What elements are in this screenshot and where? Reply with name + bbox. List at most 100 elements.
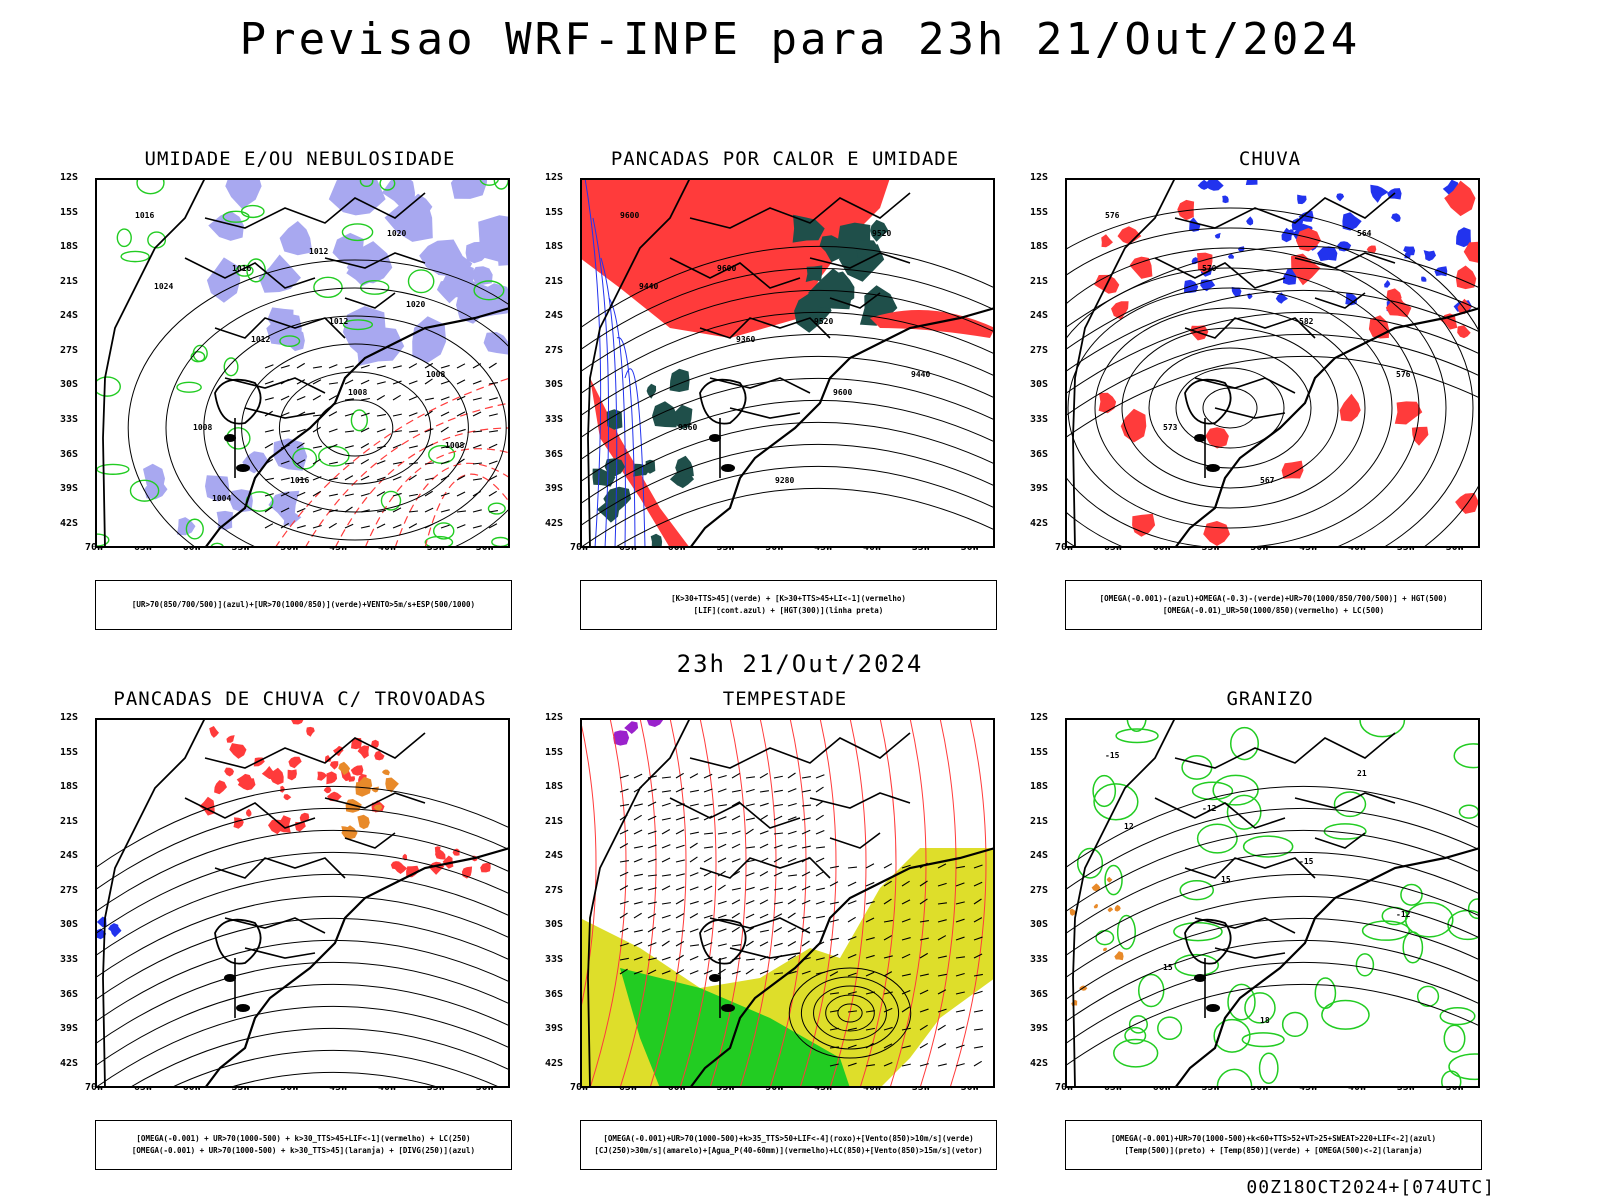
state-border — [204, 732, 426, 769]
wind-vector — [829, 881, 839, 887]
contour-label: -15 — [1299, 857, 1314, 866]
latitude-label: 42S — [1030, 517, 1049, 529]
wind-arrow — [312, 490, 321, 497]
wind-arrow — [392, 430, 402, 433]
lc-850-line — [949, 718, 987, 1088]
humidity-low-contour — [235, 264, 254, 277]
lagoon — [721, 464, 735, 472]
wind-vector — [675, 772, 684, 779]
uruguay-border — [1184, 378, 1232, 425]
hgt-300-contour — [580, 443, 995, 527]
hgt-300-contour — [580, 245, 995, 329]
humidity-low-contour — [407, 269, 435, 294]
wind-arrow — [472, 444, 482, 449]
latitude-label: 15S — [60, 206, 79, 218]
humidity-low-contour — [380, 490, 402, 511]
streamline-250 — [226, 1071, 443, 1088]
lc-850-line — [619, 718, 657, 1088]
legend-line: [OMEGA(-0.001) + UR>70(1000-500) + k>30_… — [136, 1134, 471, 1143]
omega-blue-area — [1227, 253, 1235, 259]
humidity-low-contour — [147, 231, 167, 249]
wind-arrow — [328, 411, 338, 417]
wind-arrow — [328, 461, 338, 465]
andes-border — [1072, 178, 1176, 548]
storm-red-area — [442, 855, 454, 869]
wind-vector — [847, 1010, 857, 1013]
uruguay-border — [214, 378, 262, 425]
temp-850-contour — [1124, 1026, 1147, 1045]
hgt-500-contour — [1065, 333, 1480, 417]
wind-vector — [883, 863, 893, 869]
latitude-label: 33S — [545, 414, 564, 426]
wind-arrow — [280, 412, 290, 417]
contour-label: 1004 — [212, 494, 231, 503]
panel-title: PANCADAS DE CHUVA C/ TROVOADAS — [113, 688, 487, 710]
hgt-300-contour — [580, 399, 995, 483]
temp-850-contour — [1196, 823, 1238, 854]
wind-arrow — [328, 428, 338, 433]
latitude-label: 39S — [1030, 1023, 1049, 1035]
wind-arrow — [376, 394, 386, 401]
panel-pancadas-trovoadas: PANCADAS DE CHUVA C/ TROVOADAS 12S 15S 18S 2… — [60, 688, 560, 1188]
panel-chuva: CHUVA 12S 15S 18S 21S 24S 27S 30S 33S 36S 39S 42S 70… — [1030, 148, 1530, 648]
wind-vector — [815, 830, 825, 835]
temp-500-contour — [1065, 939, 1480, 1023]
wind-arrow — [360, 509, 370, 513]
map-layers: 1016 1016 1012 1008 1008 1016 1020 1024 1012 1008… — [95, 178, 510, 548]
humidity-low-contour — [95, 376, 121, 397]
wind-vector — [619, 912, 628, 919]
wind-vector — [919, 952, 928, 959]
wind-arrow — [376, 509, 386, 513]
contour-label: 9280 — [775, 476, 794, 485]
wind-vector — [829, 971, 839, 977]
wind-vector — [829, 953, 839, 959]
longitude-label: 70W — [1055, 1082, 1074, 1093]
wind-arrow — [376, 428, 386, 433]
latitude-label: 36S — [1030, 448, 1049, 460]
hgt-500-contour — [1065, 355, 1480, 439]
wind-arrow — [328, 477, 338, 481]
wind-arrow — [344, 412, 354, 417]
wind-vector — [883, 880, 892, 887]
wind-vector — [619, 900, 629, 905]
wind-vector — [703, 969, 713, 975]
state-border — [204, 192, 426, 229]
wind-vector — [865, 1042, 874, 1049]
wind-arrow — [264, 397, 274, 401]
wind-vector — [955, 901, 965, 905]
storm-red-area — [357, 745, 370, 759]
storm-red-area — [350, 765, 364, 776]
wind-vector — [773, 803, 783, 807]
wind-vector — [901, 899, 911, 905]
wind-vector — [865, 937, 875, 941]
contour-label: -12 — [1396, 910, 1411, 919]
wind-vector — [759, 830, 769, 835]
omega-blue-area — [1384, 280, 1391, 288]
wind-vector — [901, 1045, 911, 1049]
wind-arrow — [392, 492, 402, 497]
coastline — [1174, 306, 1480, 548]
coastline — [689, 306, 995, 548]
temp-850-contour — [1113, 1038, 1159, 1068]
state-border — [1194, 377, 1296, 394]
temp-850-contour — [1448, 1053, 1480, 1081]
wind-vector — [787, 816, 797, 821]
legend-box: [UR>70(850/700/500)](azul)+[UR>70(1000/8… — [95, 580, 512, 630]
thickness-line — [364, 448, 510, 548]
wind-arrow — [392, 444, 402, 449]
wind-arrow — [456, 442, 466, 449]
lc-850-line — [769, 718, 807, 1088]
panel-title: CHUVA — [1238, 148, 1302, 170]
latitude-label: 15S — [1030, 746, 1049, 758]
wind-arrow — [328, 509, 338, 513]
wind-vector — [801, 885, 811, 891]
storm-red-area — [348, 776, 356, 782]
wind-arrow — [264, 380, 274, 385]
storm-red-area — [236, 773, 253, 787]
latitude-label: 39S — [60, 1023, 79, 1035]
wind-arrow — [440, 460, 450, 465]
storm-red-area — [229, 743, 247, 759]
lagoon — [236, 464, 250, 472]
wind-vector — [647, 942, 657, 947]
wind-arrow — [360, 427, 370, 433]
